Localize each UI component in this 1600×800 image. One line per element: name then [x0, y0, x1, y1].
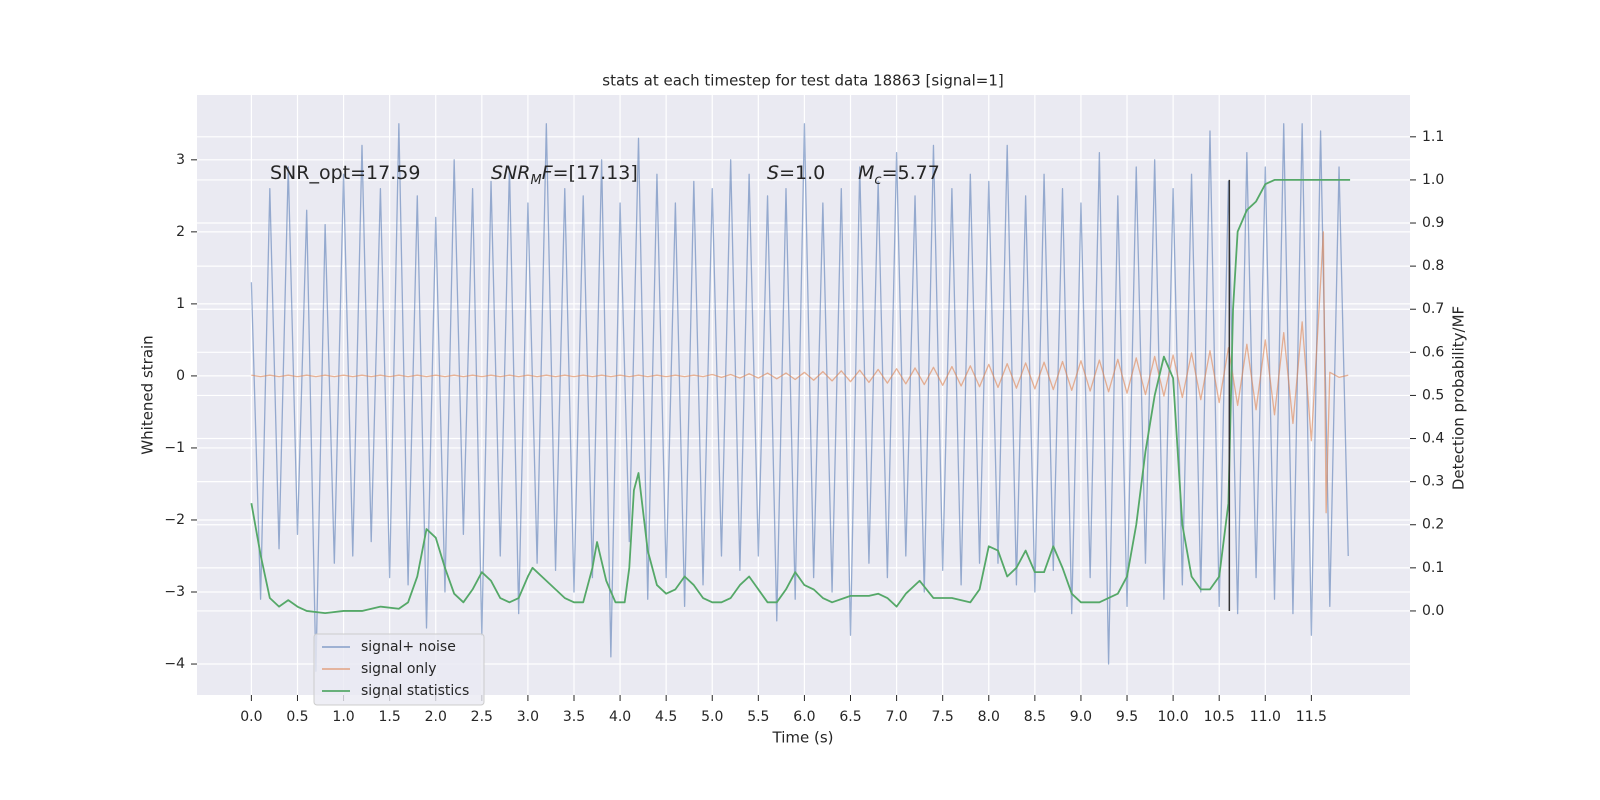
x-tick-label: 10.0 — [1158, 709, 1189, 725]
annotation-part: S — [767, 162, 779, 184]
y-tick-label: 2 — [176, 224, 185, 240]
y-tick-label: −4 — [164, 656, 185, 672]
x-axis-label: Time (s) — [772, 729, 834, 747]
annotation-part: =5.77 — [882, 162, 940, 184]
x-tick-label: 9.0 — [1070, 709, 1092, 725]
series-line — [250, 123, 1349, 672]
x-tick-label: 2.5 — [471, 709, 493, 725]
x-tick-label: 0.0 — [240, 709, 262, 725]
x-tick-label: 9.5 — [1116, 709, 1138, 725]
legend-box — [313, 633, 485, 706]
marks — [250, 123, 1351, 672]
y-tick-label: 3 — [176, 152, 185, 168]
x-tick-label: 6.0 — [793, 709, 815, 725]
x-tick-label: 0.5 — [286, 709, 308, 725]
x-tick-label: 8.5 — [1024, 709, 1046, 725]
y-tick-label: −1 — [164, 440, 185, 456]
y-tick-label: −2 — [164, 512, 185, 528]
x-tick-label: 6.5 — [839, 709, 861, 725]
legend-label: signal only — [361, 661, 436, 677]
series-line — [250, 179, 1351, 614]
x-tick-label: 8.0 — [978, 709, 1000, 725]
x-tick-label: 2.0 — [425, 709, 447, 725]
x-tick-label: 3.5 — [563, 709, 585, 725]
annotation-part: M — [530, 173, 541, 188]
annotation-part: =1.0 — [779, 162, 825, 184]
annotation: S=1.0 — [767, 162, 825, 184]
x-tick-label: 5.5 — [747, 709, 769, 725]
x-tick-label: 3.0 — [517, 709, 539, 725]
y-tick-label: 1 — [176, 296, 185, 312]
annotation: SNR_opt=17.59 — [270, 162, 420, 184]
y2-tick-label: 0.7 — [1422, 301, 1444, 317]
legend-label: signal statistics — [361, 683, 469, 699]
y2-tick-label: 0.0 — [1422, 603, 1444, 619]
annotation-part: SNR — [491, 162, 530, 184]
y2-tick-label: 1.0 — [1422, 172, 1444, 188]
x-tick-label: 5.0 — [701, 709, 723, 725]
y2-tick-label: 0.4 — [1422, 431, 1444, 447]
y2-tick-label: 0.9 — [1422, 215, 1444, 231]
y2-tick-label: 0.1 — [1422, 560, 1444, 576]
annotation-part: SNR_opt=17.59 — [270, 162, 420, 184]
y-tick-label: −3 — [164, 584, 185, 600]
series-line — [251, 231, 1349, 514]
chart-title: stats at each timestep for test data 188… — [602, 72, 1003, 90]
legend: signal+ noise signal only signal statistic… — [313, 633, 485, 706]
annotation: Mc=5.77 — [858, 162, 940, 189]
y2-tick-label: 0.3 — [1422, 474, 1444, 490]
y2-tick-label: 0.2 — [1422, 517, 1444, 533]
y-axis-label: Whitened strain — [139, 335, 157, 454]
x-tick-label: 4.0 — [609, 709, 631, 725]
y2-tick-label: 0.6 — [1422, 344, 1444, 360]
annotations: SNR_opt=17.59 SNRMF=[17.13] S=1.0 Mc=5.77 — [270, 162, 940, 189]
x-tick-label: 11.5 — [1296, 709, 1327, 725]
y2-tick-label: 0.5 — [1422, 387, 1444, 403]
x-tick-label: 1.5 — [379, 709, 401, 725]
legend-label: signal+ noise — [361, 639, 456, 655]
y2-tick-label: 1.1 — [1422, 129, 1444, 145]
y2-tick-label: 0.8 — [1422, 258, 1444, 274]
x-tick-label: 1.0 — [332, 709, 354, 725]
annotation-part: M — [858, 162, 874, 184]
annotation: SNRMF=[17.13] — [491, 162, 638, 189]
x-tick-label: 7.5 — [932, 709, 954, 725]
y2-axis-label: Detection probability/MF — [1450, 306, 1468, 490]
y-tick-label: 0 — [176, 368, 185, 384]
axes: 0.0 0.5 1.0 1.5 2.0 2.5 3.0 3.5 4.0 4.5 5.0 5.5 6.0 6… — [164, 129, 1444, 725]
annotation-part: =[17.13] — [553, 162, 638, 184]
x-tick-label: 11.0 — [1250, 709, 1281, 725]
x-tick-label: 4.5 — [655, 709, 677, 725]
annotation-part: F — [542, 162, 554, 184]
annotation-part: c — [874, 173, 881, 188]
x-tick-label: 10.5 — [1204, 709, 1235, 725]
x-tick-label: 7.0 — [885, 709, 907, 725]
